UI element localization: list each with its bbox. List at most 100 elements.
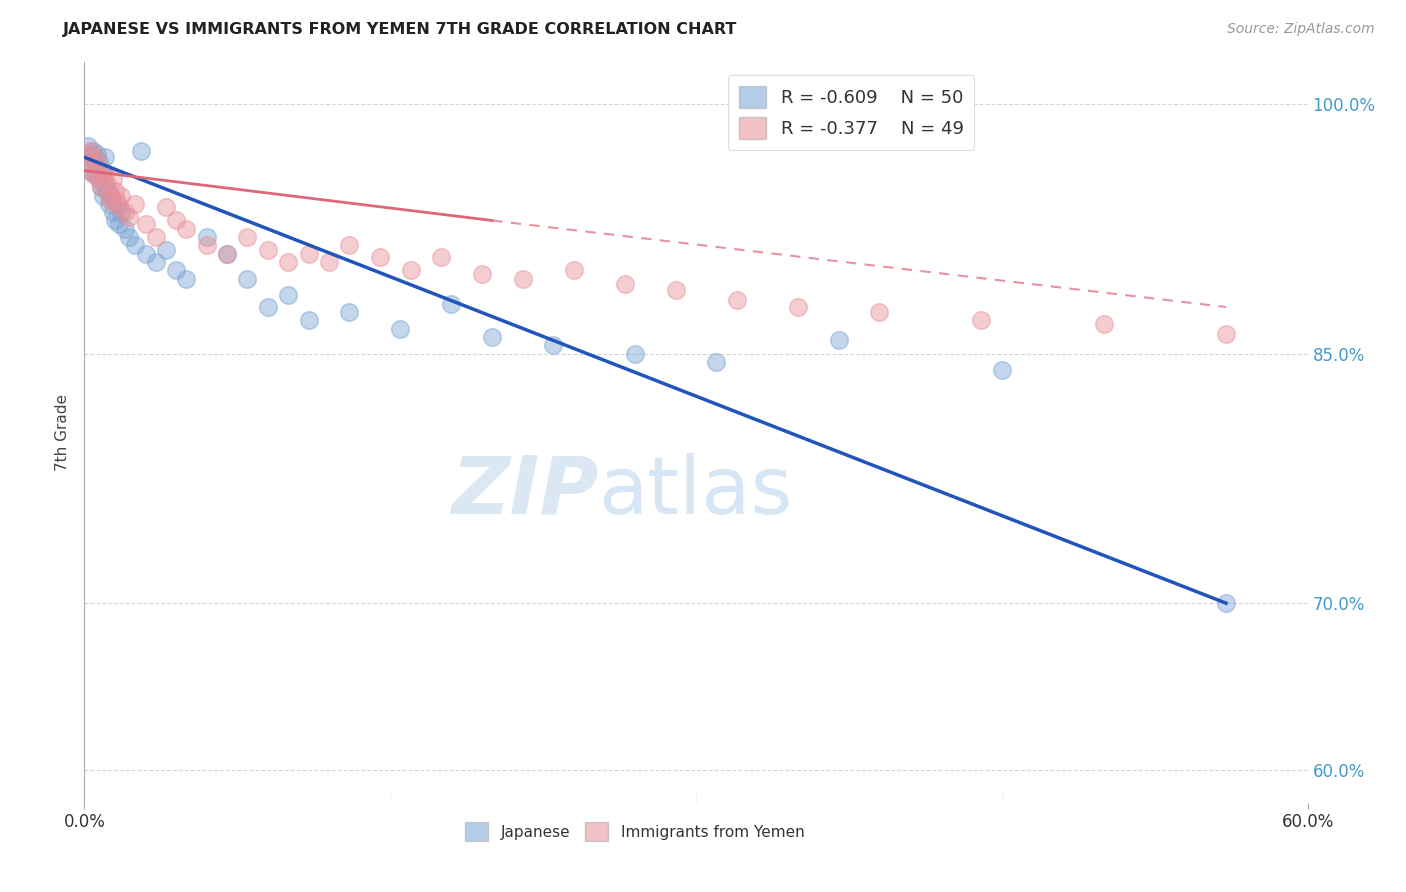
Point [298, 313, 321, 327]
Point [97, 197, 120, 211]
Point [339, 305, 361, 319]
Point [440, 296, 463, 310]
Point [90, 180, 112, 194]
Point [706, 355, 728, 369]
Point [91, 163, 114, 178]
Point [1215, 596, 1237, 610]
Point [93, 177, 115, 191]
Point [543, 338, 565, 352]
Point [87, 172, 110, 186]
Point [135, 246, 157, 260]
Point [1092, 317, 1115, 331]
Point [257, 244, 280, 258]
Text: JAPANESE VS IMMIGRANTS FROM YEMEN 7TH GRADE CORRELATION CHART: JAPANESE VS IMMIGRANTS FROM YEMEN 7TH GR… [63, 22, 738, 37]
Text: ZIP: ZIP [451, 453, 598, 531]
Point [124, 238, 146, 252]
Point [430, 250, 453, 264]
Point [101, 172, 124, 186]
Point [277, 255, 299, 269]
Point [236, 271, 259, 285]
Point [471, 267, 494, 281]
Point [512, 271, 534, 285]
Point [104, 184, 127, 198]
Point [145, 255, 167, 269]
Point [83, 167, 105, 181]
Point [389, 321, 412, 335]
Point [100, 194, 122, 208]
Point [828, 333, 851, 347]
Point [124, 197, 146, 211]
Point [105, 197, 128, 211]
Point [108, 200, 131, 214]
Point [83, 150, 105, 164]
Point [725, 293, 748, 308]
Text: Source: ZipAtlas.com: Source: ZipAtlas.com [1227, 22, 1375, 37]
Point [135, 217, 157, 231]
Point [155, 200, 177, 214]
Point [86, 155, 108, 169]
Point [110, 205, 132, 219]
Point [277, 288, 299, 302]
Point [82, 144, 104, 158]
Point [217, 246, 239, 260]
Point [96, 177, 118, 191]
Point [110, 188, 132, 202]
Point [101, 205, 124, 219]
Point [118, 230, 141, 244]
Point [165, 213, 187, 227]
Point [86, 161, 108, 175]
Point [131, 144, 153, 158]
Point [624, 346, 647, 360]
Point [83, 163, 105, 178]
Point [318, 255, 340, 269]
Point [236, 230, 259, 244]
Point [665, 284, 688, 298]
Point [165, 263, 187, 277]
Point [75, 147, 97, 161]
Point [257, 300, 280, 314]
Point [91, 188, 114, 202]
Point [399, 263, 422, 277]
Point [991, 363, 1014, 377]
Point [90, 180, 112, 194]
Point [79, 150, 101, 164]
Y-axis label: 7th Grade: 7th Grade [55, 394, 70, 471]
Point [96, 184, 118, 198]
Point [481, 330, 503, 344]
Point [217, 246, 239, 260]
Point [174, 222, 197, 236]
Point [114, 205, 136, 219]
Point [91, 167, 114, 181]
Point [87, 172, 110, 186]
Point [104, 213, 127, 227]
Point [174, 271, 197, 285]
Point [368, 250, 391, 264]
Point [298, 246, 321, 260]
Point [195, 230, 218, 244]
Point [339, 238, 361, 252]
Point [75, 147, 97, 161]
Point [100, 188, 122, 202]
Point [787, 300, 810, 314]
Point [118, 210, 141, 224]
Point [869, 305, 891, 319]
Point [1215, 326, 1237, 341]
Point [970, 313, 993, 327]
Point [87, 155, 110, 169]
Point [155, 244, 177, 258]
Point [114, 222, 136, 236]
Point [79, 144, 101, 158]
Point [145, 230, 167, 244]
Point [93, 150, 115, 164]
Point [195, 238, 218, 252]
Point [108, 217, 131, 231]
Legend: Japanese, Immigrants from Yemen: Japanese, Immigrants from Yemen [460, 816, 810, 847]
Point [97, 188, 120, 202]
Point [77, 155, 100, 169]
Point [613, 277, 636, 291]
Point [79, 163, 101, 178]
Point [77, 138, 100, 153]
Point [82, 167, 104, 181]
Point [86, 147, 108, 161]
Point [90, 163, 112, 178]
